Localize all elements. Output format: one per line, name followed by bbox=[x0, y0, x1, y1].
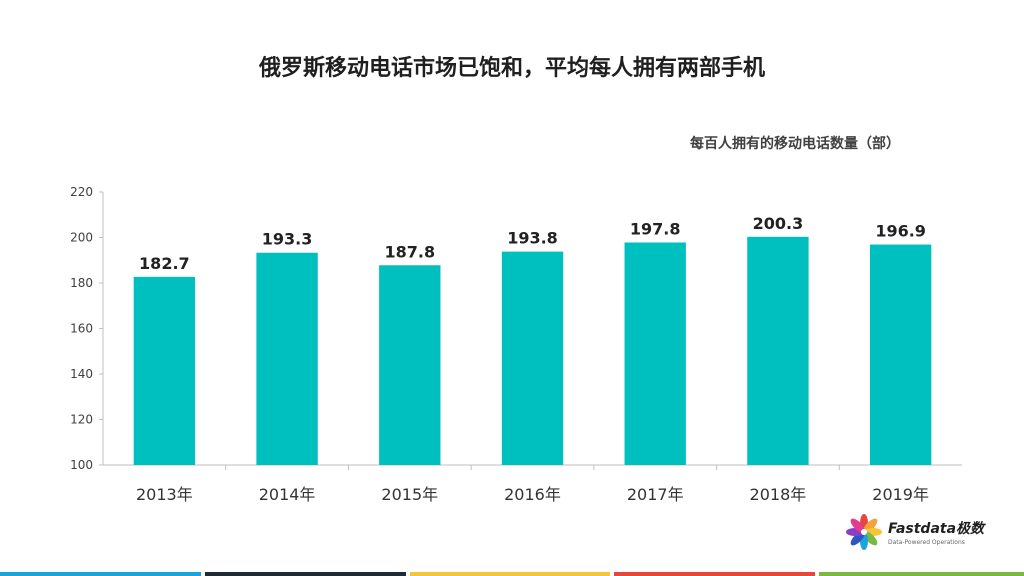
unit-label: 每百人拥有的移动电话数量（部） bbox=[690, 136, 900, 152]
y-tick-label: 220 bbox=[70, 185, 93, 199]
x-category-label: 2019年 bbox=[872, 485, 929, 504]
y-tick-label: 160 bbox=[70, 322, 93, 336]
footer-segment bbox=[614, 572, 816, 576]
x-category-label: 2018年 bbox=[750, 485, 807, 504]
y-tick-label: 200 bbox=[70, 231, 93, 245]
footer-segment bbox=[204, 572, 406, 576]
data-label: 182.7 bbox=[139, 254, 190, 273]
logo-tagline: Data-Powered Operations bbox=[888, 539, 965, 546]
bar bbox=[869, 244, 932, 465]
logo-name: Fastdata极数 bbox=[888, 521, 985, 537]
x-category-label: 2014年 bbox=[259, 485, 316, 504]
footer-segment bbox=[409, 572, 611, 576]
y-tick-label: 100 bbox=[70, 458, 93, 472]
footer-color-bar bbox=[0, 572, 1024, 576]
data-label: 200.3 bbox=[753, 214, 804, 233]
bar bbox=[501, 251, 564, 465]
x-category-label: 2015年 bbox=[381, 485, 438, 504]
y-tick-label: 140 bbox=[70, 367, 93, 381]
x-category-label: 2016年 bbox=[504, 485, 561, 504]
data-label: 187.8 bbox=[384, 242, 435, 261]
bar bbox=[747, 236, 809, 465]
footer-segment bbox=[0, 572, 201, 576]
y-tick-label: 180 bbox=[70, 276, 93, 290]
data-label: 196.9 bbox=[875, 222, 926, 241]
fastdata-logo: Fastdata极数 Data-Powered Operations bbox=[844, 512, 1004, 556]
x-category-label: 2017年 bbox=[627, 485, 684, 504]
bar bbox=[379, 265, 441, 465]
x-category-label: 2013年 bbox=[136, 485, 193, 504]
data-label: 197.8 bbox=[630, 220, 681, 239]
data-label: 193.8 bbox=[507, 229, 558, 248]
bar bbox=[256, 252, 318, 465]
data-label: 193.3 bbox=[262, 230, 313, 249]
bar bbox=[133, 276, 196, 465]
y-tick-label: 120 bbox=[70, 413, 93, 427]
slide-title: 俄罗斯移动电话市场已饱和，平均每人拥有两部手机 bbox=[258, 56, 765, 81]
footer-segment bbox=[819, 572, 1024, 576]
flower-logo-icon bbox=[846, 514, 882, 550]
bar bbox=[624, 242, 686, 465]
